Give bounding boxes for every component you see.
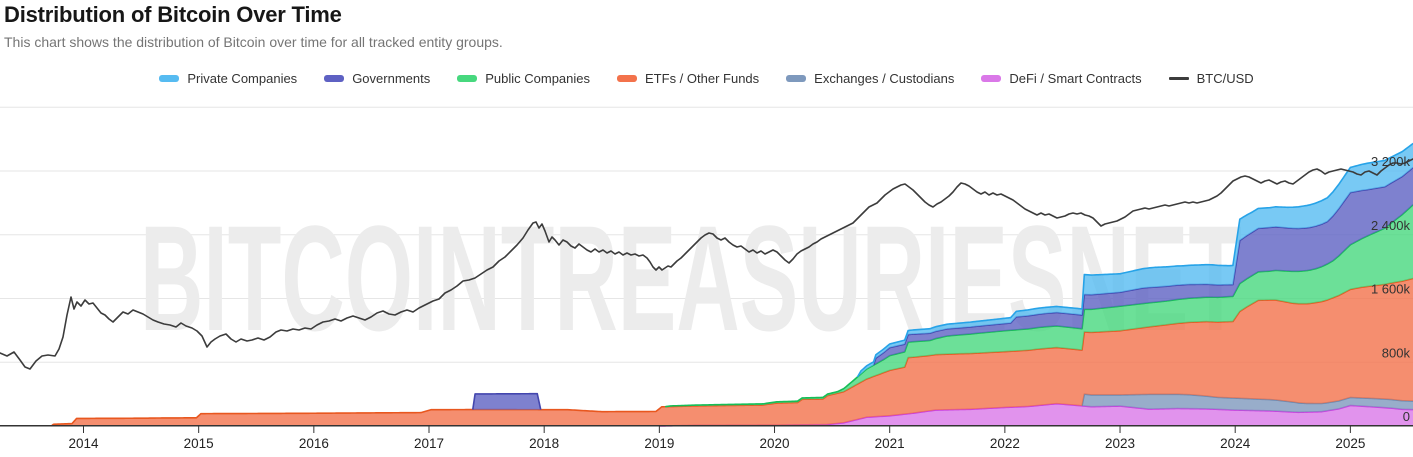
legend-item-defi-smart-contracts[interactable]: DeFi / Smart Contracts (981, 71, 1142, 86)
area-fill-exchanges-custodians (1082, 394, 1413, 413)
governments-swatch-icon (324, 75, 345, 82)
legend-item-label: Governments (352, 71, 431, 86)
legend-item-label: BTC/USD (1196, 71, 1254, 86)
x-tick-label-2020: 2020 (759, 436, 789, 451)
private-companies-swatch-icon (159, 75, 180, 82)
y-tick-label-1600k: 1 600k (1371, 282, 1411, 297)
legend-item-public-companies[interactable]: Public Companies (457, 71, 590, 86)
legend-item-private-companies[interactable]: Private Companies (159, 71, 297, 86)
legend-item-label: Private Companies (187, 71, 298, 86)
legend-item-btc-usd[interactable]: BTC/USD (1168, 71, 1254, 86)
x-axis: 2014 2015 2016 2017 2018 2019 2020 2021 2022 2023… (0, 425, 1413, 451)
stacked-areas (50, 142, 1413, 427)
area-fill-private-companies (857, 143, 1413, 377)
x-tick-label-2019: 2019 (644, 436, 674, 451)
x-tick-label-2021: 2021 (875, 436, 905, 451)
page-title: Distribution of Bitcoin Over Time (4, 2, 342, 27)
area-edge-private-companies (856, 142, 1413, 378)
legend-item-label: Public Companies (485, 71, 591, 86)
x-tick-label-2022: 2022 (990, 436, 1020, 451)
x-tick-label-2015: 2015 (184, 436, 214, 451)
area-fill-defi-smart-contracts (659, 403, 1413, 426)
defi-smart-contracts-swatch-icon (981, 75, 1002, 82)
x-tick-label-2014: 2014 (68, 436, 99, 451)
public-companies-swatch-icon (457, 75, 478, 82)
exchanges-custodians-swatch-icon (786, 75, 807, 82)
y-tick-label-2400k: 2 400k (1371, 218, 1411, 233)
legend-item-label: DeFi / Smart Contracts (1009, 71, 1142, 86)
area-fill-etfs-other-funds (51, 278, 1413, 426)
btc-usd-line (0, 158, 1413, 370)
area-private-companies (856, 142, 1413, 378)
legend-item-governments[interactable]: Governments (324, 71, 430, 86)
area-fill-governments (873, 167, 1413, 366)
y-tick-label-3200k: 3 200k (1371, 154, 1411, 169)
area-edge-governments (471, 392, 542, 410)
y-axis-labels: 0 800k 1 600k 2 400k 3 200k (1371, 154, 1411, 424)
x-tick-label-2025: 2025 (1335, 436, 1365, 451)
x-tick-label-2017: 2017 (414, 436, 444, 451)
legend-item-label: Exchanges / Custodians (814, 71, 955, 86)
x-tick-label-2024: 2024 (1220, 436, 1251, 451)
legend-item-label: ETFs / Other Funds (645, 71, 760, 86)
btc-usd-swatch-icon (1168, 77, 1189, 80)
etfs-other-funds-swatch-icon (617, 75, 638, 82)
chart-legend: Private Companies Governments Public Compa… (0, 71, 1413, 86)
page-subtitle: This chart shows the distribution of Bit… (4, 34, 503, 50)
y-tick-label-800k: 800k (1382, 345, 1411, 360)
x-tick-label-2016: 2016 (299, 436, 329, 451)
x-tick-label-2023: 2023 (1105, 436, 1135, 451)
legend-item-etfs-other-funds[interactable]: ETFs / Other Funds (617, 71, 759, 86)
y-tick-label-0k: 0 (1403, 409, 1410, 424)
chart-header: Distribution of Bitcoin Over Time This c… (4, 2, 503, 50)
area-fill-governments (472, 393, 541, 410)
x-tick-label-2018: 2018 (529, 436, 559, 451)
legend-item-exchanges-custodians[interactable]: Exchanges / Custodians (786, 71, 954, 86)
